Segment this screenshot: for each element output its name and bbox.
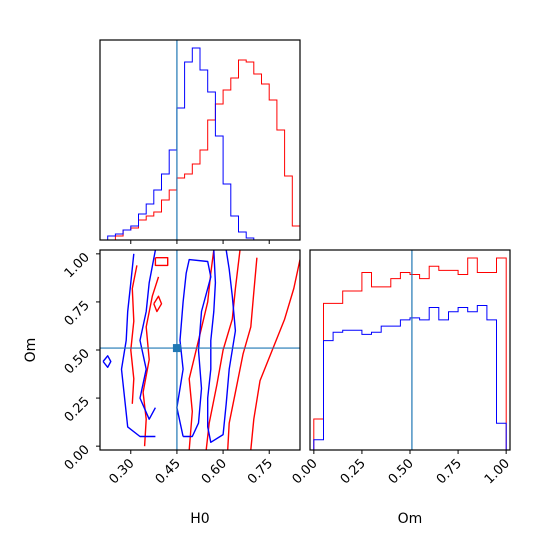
y-tick-label-om-0: 0.00 (62, 442, 93, 473)
x-tick-label-om-2: 0.50 (386, 456, 417, 487)
x-tick-label-om-1: 0.25 (338, 456, 369, 487)
contour-red_series-2 (188, 250, 215, 450)
contour-red_series-5 (250, 259, 300, 450)
hist-om-series-blue_series (313, 305, 507, 450)
hist-h0-series-blue_series (100, 47, 300, 241)
hist-om-frame (309, 249, 511, 451)
contour-group (102, 250, 300, 450)
panel-hist-h0 (99, 39, 301, 244)
contour-red_series-7 (153, 295, 163, 313)
y-tick-label-om-1: 0.25 (62, 394, 93, 425)
panel-2d-frame (99, 249, 301, 451)
x-axis-title-om: Om (398, 511, 423, 527)
x-tick-label-om-3: 0.75 (434, 456, 465, 487)
x-tick-label-h0-3: 0.75 (245, 456, 276, 487)
x-tick-label-h0-2: 0.60 (199, 456, 230, 487)
contour-blue_series-0 (120, 253, 156, 438)
contour-blue_series-1 (139, 250, 157, 420)
contour-blue_series-3 (207, 250, 237, 443)
x-axis-title-h0: H0 (190, 511, 209, 527)
contour-red_series-6 (154, 257, 169, 267)
contour-blue_series-4 (102, 355, 112, 368)
x-tick-label-h0-0: 0.30 (107, 456, 138, 487)
y-tick-label-om-4: 1.00 (62, 250, 93, 281)
y-tick-label-om-2: 0.50 (62, 346, 93, 377)
hist-om-series-red_series (313, 257, 507, 450)
truth-marker (172, 344, 181, 353)
contour-red_series-1 (142, 276, 160, 447)
y-axis-title-om: Om (23, 338, 39, 363)
contour-blue_series-2 (176, 258, 212, 438)
contour-red_series-0 (130, 265, 138, 404)
panel-hist-om: 0.00 0.25 0.50 0.75 1.00 (290, 249, 513, 487)
hist-h0-frame (99, 39, 301, 241)
contour-red_series-3 (205, 250, 241, 450)
hist-h0-series-red_series (100, 59, 301, 241)
x-tick-label-om-0: 0.00 (290, 456, 321, 487)
contour-red_series-4 (227, 257, 258, 450)
x-tick-label-om-4: 1.00 (482, 456, 513, 487)
x-tick-label-h0-1: 0.45 (153, 456, 184, 487)
panel-2d-h0-om: 0.30 0.45 0.60 0.75 0.00 0.25 0.50 0.75 1.00 (62, 249, 301, 487)
y-tick-label-om-3: 0.75 (62, 298, 93, 329)
